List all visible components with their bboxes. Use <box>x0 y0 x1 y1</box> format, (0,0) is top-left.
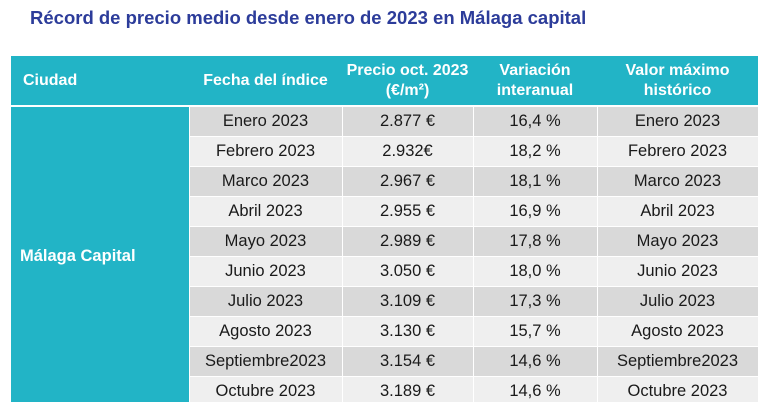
date-cell: Agosto 2023 <box>188 316 343 347</box>
table-row: Septiembre2023 3.154 €14,6 % Septiembre202… <box>11 346 759 377</box>
price-cell: 3.154 € <box>341 346 474 377</box>
max-cell: Septiembre2023 <box>596 346 759 377</box>
header-row: Ciudad Fecha del índice Precio oct. 2023… <box>11 56 758 107</box>
header-date: Fecha del índice <box>189 56 342 107</box>
max-cell: Enero 2023 <box>596 105 759 137</box>
price-cell: 2.955 € <box>341 196 474 227</box>
price-cell: 3.050 € <box>341 256 474 287</box>
max-cell: Febrero 2023 <box>596 136 759 167</box>
variation-cell: 17,3 % <box>472 286 598 317</box>
table-row: Octubre 2023 3.189 €14,6 % Octubre 2023 <box>11 376 759 402</box>
price-cell: 2.932€ <box>341 136 474 167</box>
date-cell: Julio 2023 <box>188 286 343 317</box>
date-cell: Mayo 2023 <box>188 226 343 257</box>
max-cell: Octubre 2023 <box>596 376 759 402</box>
variation-cell: 14,6 % <box>472 376 598 402</box>
variation-cell: 16,9 % <box>472 196 598 227</box>
header-max: Valor máximo histórico <box>597 56 758 107</box>
page-title: Récord de precio medio desde enero de 20… <box>30 7 587 28</box>
variation-cell: 18,1 % <box>472 166 598 197</box>
table-row: Mayo 2023 2.989 €17,8 % Mayo 2023 <box>11 226 759 257</box>
city-cell: Málaga Capital <box>11 106 189 402</box>
table-body: Málaga Capital Enero 2023 2.877 €16,4 % Ene… <box>11 105 759 402</box>
max-cell: Mayo 2023 <box>596 226 759 257</box>
date-cell: Septiembre2023 <box>188 346 343 377</box>
table-row: Agosto 2023 3.130 €15,7 % Agosto 2023 <box>11 316 759 347</box>
max-cell: Marco 2023 <box>596 166 759 197</box>
date-cell: Marco 2023 <box>188 166 343 197</box>
date-cell: Octubre 2023 <box>188 376 343 402</box>
variation-cell: 18,0 % <box>472 256 598 287</box>
table-row: Abril 2023 2.955 €16,9 % Abril 2023 <box>11 196 759 227</box>
max-cell: Abril 2023 <box>596 196 759 227</box>
table-header: Ciudad Fecha del índice Precio oct. 2023… <box>11 56 758 107</box>
header-city: Ciudad <box>11 56 189 107</box>
table-row: Marco 2023 2.967 €18,1 % Marco 2023 <box>11 166 759 197</box>
max-cell: Julio 2023 <box>596 286 759 317</box>
date-cell: Abril 2023 <box>188 196 343 227</box>
header-variation: Variación interanual <box>473 56 597 107</box>
price-cell: 3.130 € <box>341 316 474 347</box>
price-cell: 2.967 € <box>341 166 474 197</box>
price-cell: 2.877 € <box>341 105 474 137</box>
price-cell: 2.989 € <box>341 226 474 257</box>
table-row: Julio 2023 3.109 €17,3 % Julio 2023 <box>11 286 759 317</box>
header-price: Precio oct. 2023 (€/m²) <box>342 56 473 107</box>
price-cell: 3.189 € <box>341 376 474 402</box>
variation-cell: 14,6 % <box>472 346 598 377</box>
variation-cell: 15,7 % <box>472 316 598 347</box>
table-row: Febrero 2023 2.932€ 18,2 % Febrero 2023 <box>11 136 759 167</box>
table-row: Málaga Capital Enero 2023 2.877 €16,4 % Ene… <box>11 105 759 402</box>
max-cell: Junio 2023 <box>596 256 759 287</box>
date-cell: Junio 2023 <box>188 256 343 287</box>
date-cell: Febrero 2023 <box>188 136 343 167</box>
variation-cell: 18,2 % <box>472 136 598 167</box>
price-table: Ciudad Fecha del índice Precio oct. 2023… <box>11 56 759 402</box>
max-cell: Agosto 2023 <box>596 316 759 347</box>
price-cell: 3.109 € <box>341 286 474 317</box>
date-cell: Enero 2023 <box>188 105 343 137</box>
variation-cell: 17,8 % <box>472 226 598 257</box>
variation-cell: 16,4 % <box>472 105 598 137</box>
